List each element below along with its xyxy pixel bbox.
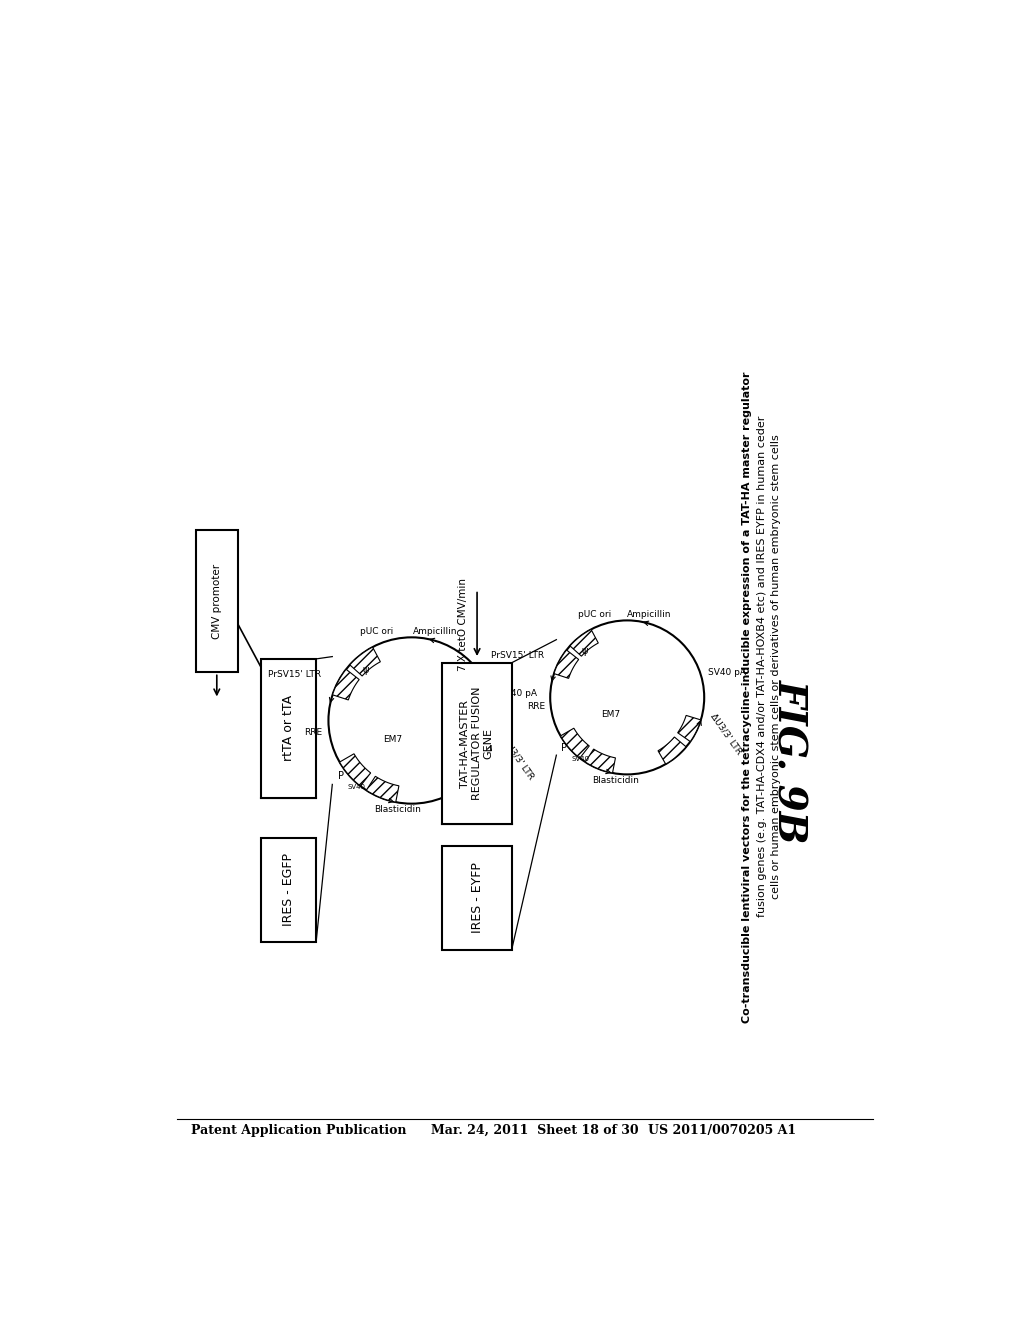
Text: SV40: SV40 xyxy=(571,756,589,762)
Text: SV40: SV40 xyxy=(348,784,366,789)
Polygon shape xyxy=(586,748,615,774)
Text: cells or human embryonic stem cells or derivatives of human embryonic stem cells: cells or human embryonic stem cells or d… xyxy=(771,434,781,899)
Text: ΔU3/3' LTR: ΔU3/3' LTR xyxy=(501,737,536,781)
Polygon shape xyxy=(560,729,589,758)
FancyBboxPatch shape xyxy=(442,846,512,949)
Text: pUC ori: pUC ori xyxy=(360,627,393,635)
Text: Patent Application Publication: Patent Application Publication xyxy=(190,1123,407,1137)
Text: RRE: RRE xyxy=(304,727,323,737)
Text: Mar. 24, 2011  Sheet 18 of 30: Mar. 24, 2011 Sheet 18 of 30 xyxy=(431,1123,639,1137)
Text: pUC ori: pUC ori xyxy=(579,610,611,619)
Polygon shape xyxy=(333,669,359,700)
Text: ψ: ψ xyxy=(582,647,588,656)
Text: P: P xyxy=(338,771,344,780)
Polygon shape xyxy=(678,715,700,742)
Text: rtTA or tTA: rtTA or tTA xyxy=(282,696,295,762)
Polygon shape xyxy=(340,754,371,785)
Text: ψ: ψ xyxy=(362,665,369,676)
Text: CMV promoter: CMV promoter xyxy=(212,564,222,639)
Text: PrSV15' LTR: PrSV15' LTR xyxy=(267,669,321,678)
FancyBboxPatch shape xyxy=(196,529,238,672)
Text: Blasticidin: Blasticidin xyxy=(592,776,639,785)
Text: SV40 pA: SV40 pA xyxy=(708,668,746,677)
Text: SV40 pA: SV40 pA xyxy=(499,689,537,698)
Text: Ampicillin: Ampicillin xyxy=(413,627,457,635)
Text: Blasticidin: Blasticidin xyxy=(375,805,421,814)
FancyBboxPatch shape xyxy=(261,838,316,942)
Text: TAT-HA-MASTER
REGULATOR FUSION
GENE: TAT-HA-MASTER REGULATOR FUSION GENE xyxy=(461,686,494,800)
Text: FIG. 9B: FIG. 9B xyxy=(770,680,808,843)
FancyBboxPatch shape xyxy=(261,659,316,797)
Text: EM7: EM7 xyxy=(601,710,620,719)
Text: Ampicillin: Ampicillin xyxy=(627,610,671,619)
Polygon shape xyxy=(570,630,598,656)
Polygon shape xyxy=(554,649,579,678)
Text: P: P xyxy=(561,743,567,752)
Text: IRES - EGFP: IRES - EGFP xyxy=(282,854,295,927)
Polygon shape xyxy=(658,737,686,764)
Text: EM7: EM7 xyxy=(383,735,402,744)
Text: fusion genes (e.g. TAT-HA-CDX4 and/or TAT-HA-HOXB4 etc) and IRES EYFP in human c: fusion genes (e.g. TAT-HA-CDX4 and/or TA… xyxy=(757,416,767,917)
Polygon shape xyxy=(367,776,399,803)
Polygon shape xyxy=(466,741,492,768)
Polygon shape xyxy=(444,763,475,792)
Text: Co-transducible lentiviral vectors for the tetracycline-inducible expression of : Co-transducible lentiviral vectors for t… xyxy=(741,372,752,1023)
Text: 7 X tetO CMV/min: 7 X tetO CMV/min xyxy=(458,578,468,671)
Text: PrSV15' LTR: PrSV15' LTR xyxy=(490,651,544,660)
Text: RRE: RRE xyxy=(527,702,546,711)
Text: IRES - EYFP: IRES - EYFP xyxy=(471,862,483,933)
Polygon shape xyxy=(350,647,380,676)
Text: US 2011/0070205 A1: US 2011/0070205 A1 xyxy=(648,1123,796,1137)
Text: ΔU3/3' LTR: ΔU3/3' LTR xyxy=(709,713,743,756)
FancyBboxPatch shape xyxy=(442,663,512,825)
